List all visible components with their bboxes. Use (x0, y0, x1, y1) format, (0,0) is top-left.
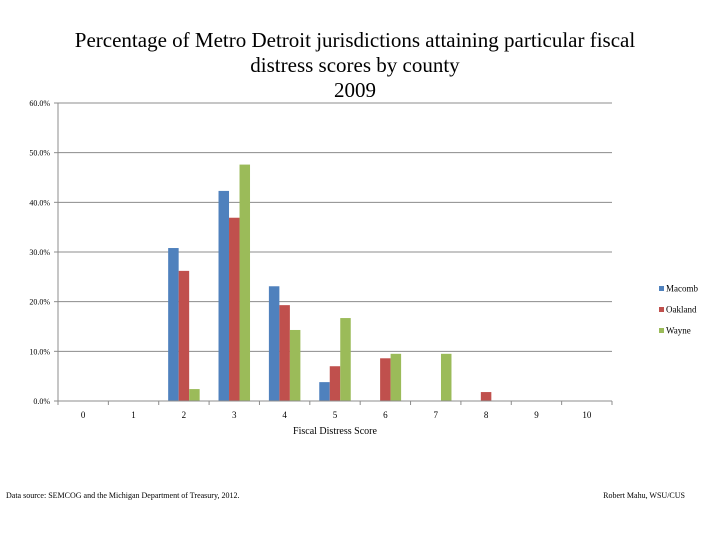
bar-oakland-6 (380, 358, 391, 401)
x-tick-label: 8 (484, 410, 489, 420)
bar-macomb-4 (268, 286, 280, 401)
bar-wayne-5 (340, 318, 351, 401)
bar-wayne-7 (440, 353, 452, 401)
chart-title-line-2: distress scores by county (250, 53, 460, 77)
bar-oakland-2 (178, 270, 190, 401)
y-tick-label: 0.0% (33, 397, 50, 406)
bar-wayne-2 (189, 389, 200, 401)
legend-label-wayne: Wayne (666, 326, 691, 336)
x-tick-label: 0 (81, 410, 86, 420)
bars (168, 164, 492, 401)
legend-swatch-wayne (659, 328, 664, 333)
x-tick-labels: 0 1 2 3 4 5 6 7 8 9 10 (81, 410, 592, 420)
y-tick-labels: 0.0% 10.0% 20.0% 30.0% 40.0% 50.0% 60.0% (29, 99, 50, 406)
x-tick-label: 2 (182, 410, 187, 420)
legend-swatch-oakland (659, 307, 664, 312)
x-tick-label: 1 (131, 410, 136, 420)
chart-title-line-3: 2009 (334, 78, 376, 102)
x-tick-label: 7 (433, 410, 438, 420)
x-tick-label: 3 (232, 410, 237, 420)
bar-oakland-5 (329, 366, 341, 401)
x-tick-label: 4 (282, 410, 287, 420)
x-tick-label: 6 (383, 410, 388, 420)
y-tick-label: 30.0% (29, 248, 50, 257)
y-tick-label: 20.0% (29, 298, 50, 307)
x-axis-label: Fiscal Distress Score (293, 426, 377, 437)
data-source-note: Data source: SEMCOG and the Michigan Dep… (6, 491, 240, 500)
legend-swatch-macomb (659, 286, 664, 291)
y-tick-label: 40.0% (29, 198, 50, 207)
bar-macomb-2 (168, 248, 179, 401)
gridlines (54, 102, 612, 402)
chart-title: Percentage of Metro Detroit jurisdiction… (0, 28, 710, 103)
bar-oakland-4 (279, 305, 290, 401)
y-tick-label: 10.0% (29, 347, 50, 356)
x-tick-label: 5 (333, 410, 338, 420)
legend-label-oakland: Oakland (666, 305, 697, 315)
chart-title-line-1: Percentage of Metro Detroit jurisdiction… (74, 28, 636, 52)
legend-label-macomb: Macomb (666, 284, 698, 294)
bar-macomb-5 (319, 382, 330, 401)
bar-oakland-3 (229, 217, 240, 401)
y-tick-label: 50.0% (29, 149, 50, 158)
legend: Macomb Oakland Wayne (659, 284, 698, 336)
author-credit: Robert Mahu, WSU/CUS (603, 491, 685, 500)
bar-wayne-4 (289, 329, 301, 401)
bar-macomb-3 (218, 190, 230, 401)
bar-wayne-3 (239, 164, 251, 401)
bar-wayne-6 (390, 353, 402, 401)
bar-oakland-8 (480, 392, 492, 401)
axes (57, 103, 613, 405)
x-tick-label: 10 (582, 410, 592, 420)
y-tick-label: 60.0% (29, 99, 50, 108)
x-tick-label: 9 (534, 410, 539, 420)
